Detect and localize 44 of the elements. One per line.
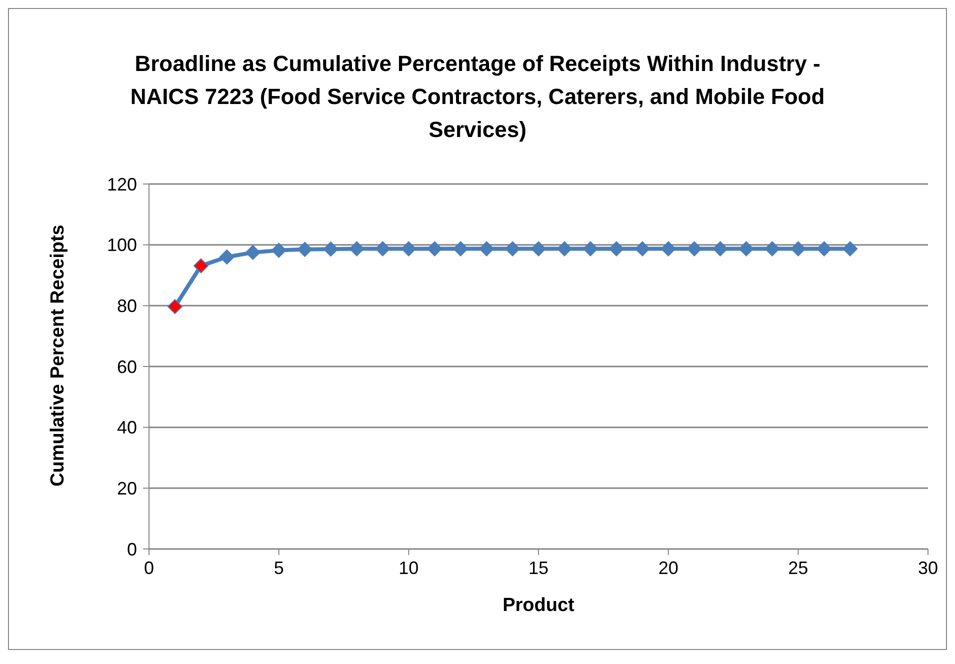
point (245, 244, 260, 260)
point (738, 241, 754, 256)
point (764, 241, 780, 256)
point (297, 242, 312, 257)
point (531, 241, 546, 256)
point (375, 241, 390, 256)
x-tick-label: 15 (528, 558, 549, 578)
point (660, 241, 676, 256)
point (582, 241, 598, 256)
point (167, 299, 182, 314)
y-axis-title: Cumulative Percent Receipts (48, 224, 69, 486)
point (427, 241, 442, 256)
point (193, 258, 208, 274)
point (479, 241, 494, 256)
x-tick-label: 30 (918, 558, 938, 578)
point (323, 242, 338, 257)
x-tick-label: 0 (144, 558, 154, 578)
point (608, 241, 624, 256)
point (401, 241, 416, 256)
point (790, 241, 806, 256)
point (219, 250, 234, 264)
point (816, 241, 832, 256)
point (842, 241, 858, 256)
y-tick-label: 40 (116, 418, 137, 438)
x-tick-label: 20 (658, 558, 678, 578)
x-tick-label: 5 (274, 558, 284, 578)
point (505, 241, 520, 256)
point (712, 241, 728, 256)
point (271, 242, 286, 258)
y-tick-label: 0 (126, 539, 137, 560)
y-tick-label: 100 (106, 235, 137, 256)
point (634, 241, 650, 256)
x-tick-label: 10 (398, 558, 419, 578)
y-tick-label: 60 (116, 356, 137, 377)
point (556, 241, 572, 256)
point (453, 241, 468, 256)
y-tick-label: 80 (116, 296, 137, 316)
x-axis-title: Product (502, 595, 576, 616)
y-tick-label: 120 (106, 174, 137, 194)
point (349, 241, 364, 256)
y-tick-label: 20 (116, 478, 137, 499)
chart-title: Broadline as Cumulative Percentage of Receipts Within Industry - NAICS 7223 (Food Service Contractors, Caterers, and Mobile Food Services) (129, 50, 826, 144)
point (686, 241, 702, 256)
x-tick-label: 25 (788, 558, 808, 578)
